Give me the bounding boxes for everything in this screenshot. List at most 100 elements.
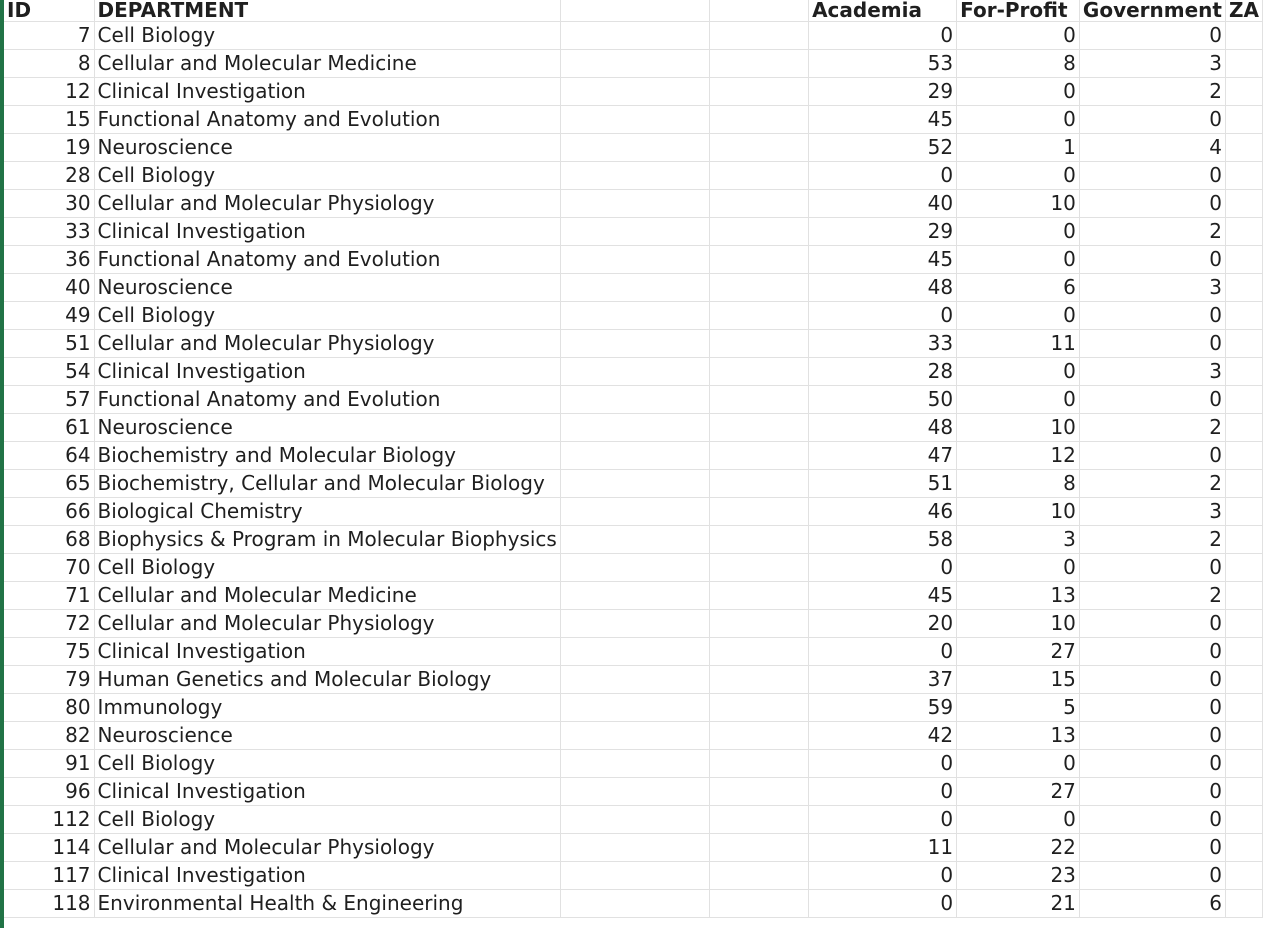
cell-empty[interactable] (1225, 497, 1263, 526)
cell-government[interactable]: 0 (1079, 21, 1226, 50)
cell-government[interactable]: 0 (1079, 245, 1226, 274)
cell-department[interactable]: Functional Anatomy and Evolution (94, 105, 561, 134)
cell-government[interactable]: 0 (1079, 861, 1226, 890)
cell-for-profit[interactable]: 0 (956, 77, 1080, 106)
cell-empty[interactable] (560, 833, 711, 862)
cell-id[interactable]: 65 (4, 469, 95, 498)
cell-department[interactable]: Cellular and Molecular Physiology (94, 189, 561, 218)
cell-empty[interactable] (1225, 21, 1263, 50)
cell-empty[interactable] (709, 581, 810, 610)
cell-empty[interactable] (1225, 301, 1263, 330)
spreadsheet-grid[interactable]: ID DEPARTMENT Academia For-Profit Govern… (4, 0, 1263, 928)
cell-id[interactable]: 64 (4, 441, 95, 470)
cell-for-profit[interactable]: 1 (956, 133, 1080, 162)
cell-department[interactable]: Cell Biology (94, 553, 561, 582)
cell-empty[interactable] (1225, 469, 1263, 498)
cell-department[interactable]: Neuroscience (94, 721, 561, 750)
cell-id[interactable]: 7 (4, 21, 95, 50)
header-empty-cell[interactable] (709, 0, 810, 22)
cell-empty[interactable] (560, 861, 711, 890)
cell-department[interactable]: Clinical Investigation (94, 217, 561, 246)
cell-id[interactable]: 61 (4, 413, 95, 442)
cell-empty[interactable] (560, 553, 711, 582)
cell-id[interactable]: 82 (4, 721, 95, 750)
cell-empty[interactable] (560, 217, 711, 246)
cell-empty[interactable] (560, 693, 711, 722)
cell-academia[interactable]: 11 (808, 833, 958, 862)
cell-empty[interactable] (560, 301, 711, 330)
cell-empty[interactable] (709, 609, 810, 638)
cell-government[interactable]: 2 (1079, 217, 1226, 246)
cell-government[interactable]: 0 (1079, 105, 1226, 134)
cell-empty[interactable] (560, 609, 711, 638)
cell-empty[interactable] (709, 245, 810, 274)
cell-empty[interactable] (560, 889, 711, 918)
cell-academia[interactable]: 53 (808, 49, 958, 78)
cell-id[interactable]: 57 (4, 385, 95, 414)
cell-department[interactable]: Cellular and Molecular Physiology (94, 609, 561, 638)
cell-id[interactable]: 54 (4, 357, 95, 386)
cell-government[interactable]: 0 (1079, 693, 1226, 722)
cell-academia[interactable]: 0 (808, 749, 958, 778)
cell-for-profit[interactable]: 11 (956, 329, 1080, 358)
cell-for-profit[interactable]: 0 (956, 385, 1080, 414)
cell-empty[interactable] (709, 301, 810, 330)
cell-government[interactable]: 0 (1079, 301, 1226, 330)
cell-empty[interactable] (560, 637, 711, 666)
cell-empty[interactable] (560, 385, 711, 414)
cell-department[interactable]: Cellular and Molecular Physiology (94, 833, 561, 862)
header-government[interactable]: Government (1079, 0, 1226, 22)
cell-empty[interactable] (1225, 245, 1263, 274)
cell-id[interactable]: 19 (4, 133, 95, 162)
cell-empty[interactable] (709, 861, 810, 890)
cell-empty[interactable] (1225, 581, 1263, 610)
cell-government[interactable]: 0 (1079, 189, 1226, 218)
cell-for-profit[interactable]: 0 (956, 21, 1080, 50)
cell-empty[interactable] (1225, 217, 1263, 246)
cell-id[interactable]: 118 (4, 889, 95, 918)
cell-department[interactable]: Neuroscience (94, 413, 561, 442)
cell-id[interactable]: 71 (4, 581, 95, 610)
cell-empty[interactable] (709, 21, 810, 50)
cell-government[interactable]: 0 (1079, 161, 1226, 190)
header-department[interactable]: DEPARTMENT (94, 0, 561, 22)
cell-department[interactable]: Clinical Investigation (94, 357, 561, 386)
cell-government[interactable]: 3 (1079, 497, 1226, 526)
cell-academia[interactable]: 28 (808, 357, 958, 386)
cell-academia[interactable]: 0 (808, 637, 958, 666)
cell-academia[interactable]: 20 (808, 609, 958, 638)
cell-department[interactable]: Clinical Investigation (94, 777, 561, 806)
cell-government[interactable]: 2 (1079, 77, 1226, 106)
cell-id[interactable]: 30 (4, 189, 95, 218)
cell-department[interactable]: Clinical Investigation (94, 637, 561, 666)
cell-government[interactable]: 2 (1079, 413, 1226, 442)
cell-for-profit[interactable]: 13 (956, 721, 1080, 750)
cell-for-profit[interactable]: 0 (956, 301, 1080, 330)
cell-department[interactable]: Biophysics & Program in Molecular Biophy… (94, 525, 561, 554)
cell-for-profit[interactable]: 10 (956, 413, 1080, 442)
cell-for-profit[interactable]: 10 (956, 609, 1080, 638)
cell-for-profit[interactable]: 10 (956, 189, 1080, 218)
cell-for-profit[interactable]: 8 (956, 469, 1080, 498)
cell-for-profit[interactable]: 5 (956, 693, 1080, 722)
cell-for-profit[interactable]: 0 (956, 105, 1080, 134)
cell-department[interactable]: Cell Biology (94, 21, 561, 50)
cell-empty[interactable] (709, 413, 810, 442)
cell-department[interactable]: Clinical Investigation (94, 77, 561, 106)
cell-empty[interactable] (709, 721, 810, 750)
cell-empty[interactable] (560, 413, 711, 442)
cell-id[interactable]: 96 (4, 777, 95, 806)
cell-academia[interactable]: 0 (808, 861, 958, 890)
cell-department[interactable]: Neuroscience (94, 273, 561, 302)
cell-empty[interactable] (709, 77, 810, 106)
cell-empty[interactable] (709, 385, 810, 414)
cell-department[interactable]: Cell Biology (94, 161, 561, 190)
cell-empty[interactable] (560, 665, 711, 694)
cell-academia[interactable]: 0 (808, 301, 958, 330)
cell-for-profit[interactable]: 6 (956, 273, 1080, 302)
cell-academia[interactable]: 50 (808, 385, 958, 414)
cell-department[interactable]: Biochemistry, Cellular and Molecular Bio… (94, 469, 561, 498)
cell-empty[interactable] (560, 273, 711, 302)
cell-academia[interactable]: 42 (808, 721, 958, 750)
cell-empty[interactable] (709, 189, 810, 218)
